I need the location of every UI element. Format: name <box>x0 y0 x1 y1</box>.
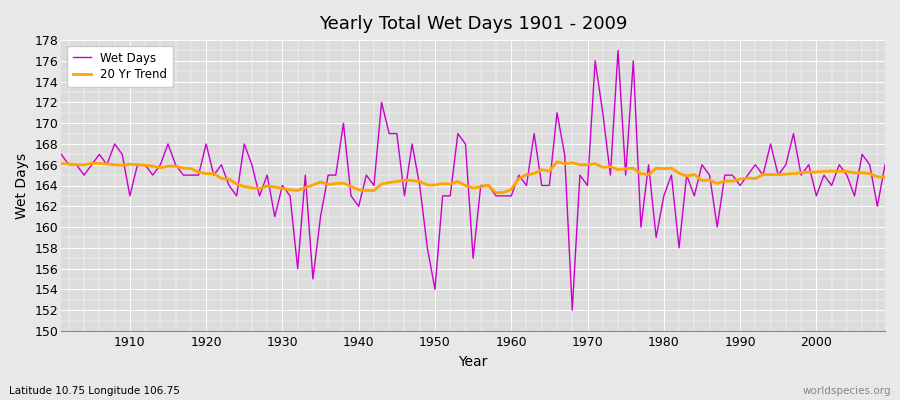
20 Yr Trend <box>879 175 890 180</box>
Title: Yearly Total Wet Days 1901 - 2009: Yearly Total Wet Days 1901 - 2009 <box>319 15 627 33</box>
Wet Days <box>56 152 67 157</box>
Wet Days <box>567 308 578 312</box>
X-axis label: Year: Year <box>458 355 488 369</box>
20 Yr Trend <box>506 187 517 192</box>
Wet Days <box>330 173 341 178</box>
Wet Days <box>117 152 128 157</box>
20 Yr Trend <box>552 159 562 164</box>
Wet Days <box>879 162 890 167</box>
Wet Days <box>284 194 295 198</box>
20 Yr Trend <box>330 181 341 186</box>
Wet Days <box>506 194 517 198</box>
20 Yr Trend <box>491 190 501 195</box>
Y-axis label: Wet Days: Wet Days <box>15 152 29 218</box>
20 Yr Trend <box>514 176 525 181</box>
Legend: Wet Days, 20 Yr Trend: Wet Days, 20 Yr Trend <box>68 46 173 87</box>
Wet Days <box>613 48 624 53</box>
Wet Days <box>499 194 509 198</box>
20 Yr Trend <box>117 163 128 168</box>
Line: 20 Yr Trend: 20 Yr Trend <box>61 162 885 193</box>
Text: Latitude 10.75 Longitude 106.75: Latitude 10.75 Longitude 106.75 <box>9 386 180 396</box>
Line: Wet Days: Wet Days <box>61 50 885 310</box>
20 Yr Trend <box>613 167 624 172</box>
20 Yr Trend <box>56 161 67 166</box>
Text: worldspecies.org: worldspecies.org <box>803 386 891 396</box>
20 Yr Trend <box>284 188 295 192</box>
Wet Days <box>605 173 616 178</box>
